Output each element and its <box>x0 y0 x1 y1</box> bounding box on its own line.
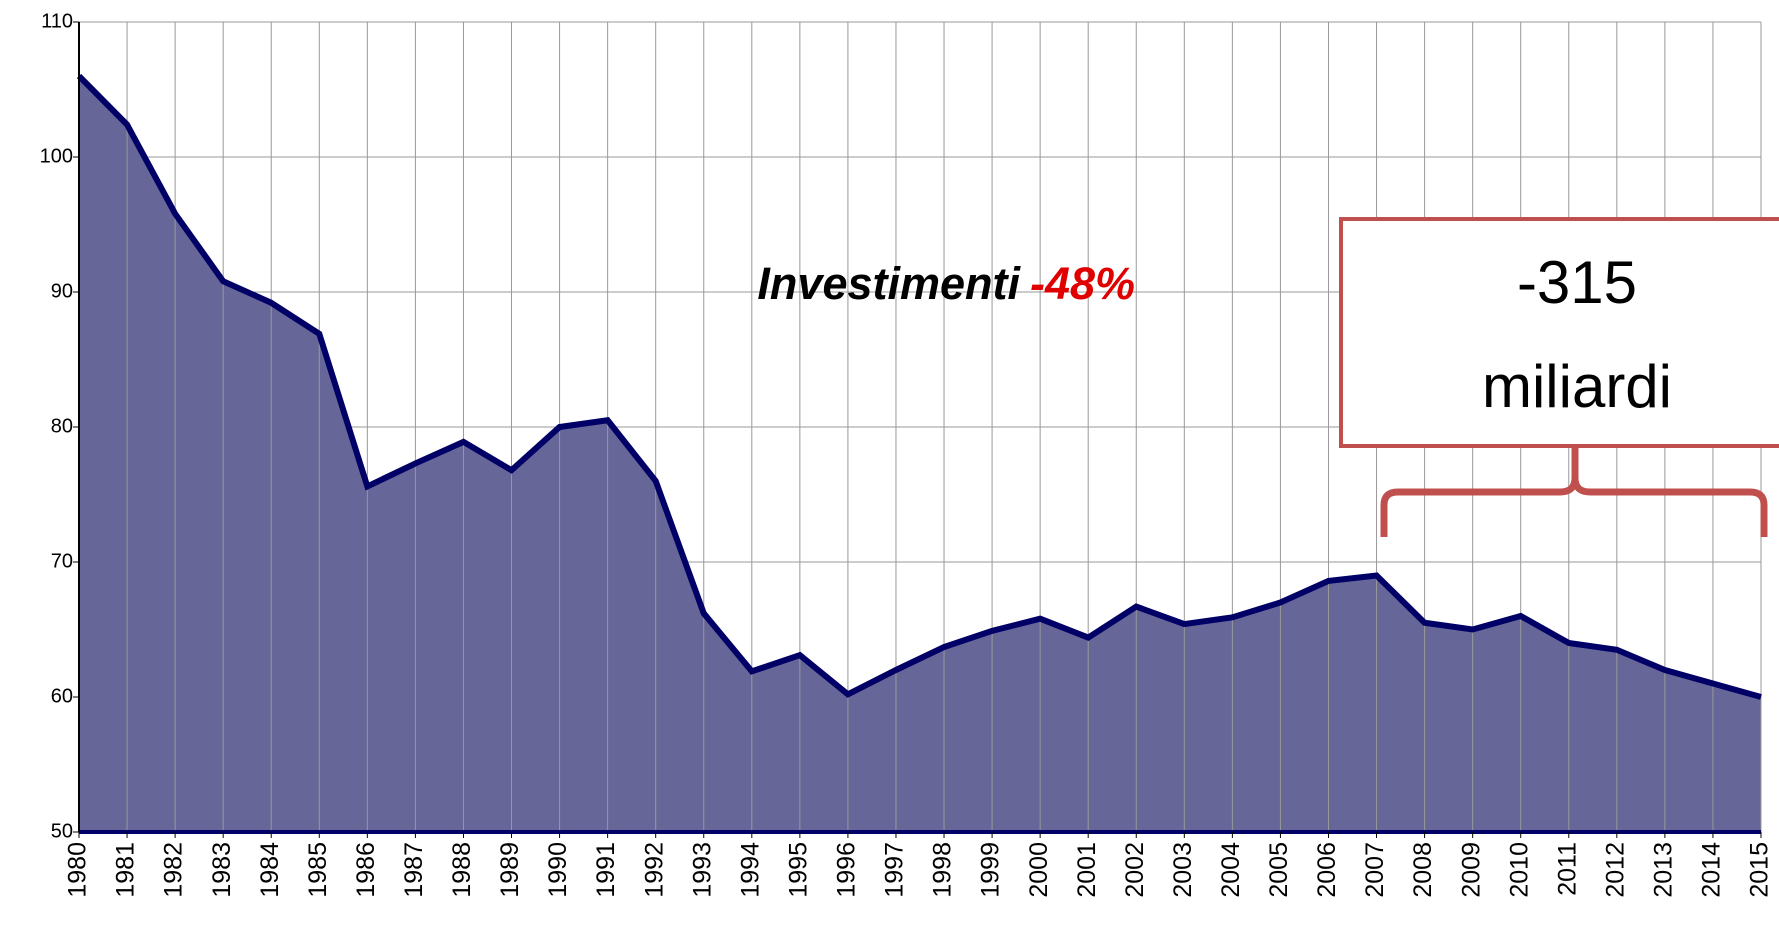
annotation-label: Investimenti <box>757 258 1021 309</box>
x-tick-label: 1993 <box>688 842 716 898</box>
x-tick-label: 2014 <box>1698 842 1726 898</box>
x-tick-label: 1994 <box>736 842 764 898</box>
y-tick-label: 110 <box>41 10 73 32</box>
y-tick-label: 70 <box>51 550 73 572</box>
x-tick-label: 1996 <box>833 842 861 898</box>
x-tick-label: 1995 <box>784 842 812 898</box>
x-tick-label: 1982 <box>160 842 188 898</box>
x-tick-label: 1997 <box>881 842 909 898</box>
line <box>76 73 1762 700</box>
callout-box <box>1339 217 1779 448</box>
x-tick-label: 1999 <box>977 842 1005 898</box>
x-tick-label: 1986 <box>352 842 380 898</box>
x-tick-label: 2010 <box>1505 842 1533 898</box>
y-tick-label: 80 <box>51 415 73 437</box>
x-tick-label: 1989 <box>496 842 524 898</box>
x-tick-label: 1988 <box>448 842 476 898</box>
x-tick-label: 1980 <box>64 842 92 898</box>
y-tick-label: 50 <box>51 820 73 842</box>
x-tick-label: 1998 <box>929 842 957 898</box>
callout-value: -315 <box>1517 249 1637 316</box>
x-tick-label: 2013 <box>1649 842 1677 898</box>
x-tick-label: 2003 <box>1169 842 1197 898</box>
x-tick-label: 2011 <box>1553 842 1581 896</box>
x-tick-label: 2015 <box>1746 842 1774 898</box>
x-tick-label: 2002 <box>1121 842 1149 898</box>
y-tick-label: 60 <box>51 685 73 707</box>
x-tick-label: 1981 <box>112 842 140 898</box>
x-tick-label: 2007 <box>1361 842 1389 898</box>
x-tick-label: 1992 <box>640 842 668 898</box>
x-tick-label: 1984 <box>256 842 284 898</box>
x-tick-label: 1991 <box>592 842 620 898</box>
x-tick-label: 1985 <box>304 842 332 898</box>
x-tick-label: 2009 <box>1457 842 1485 898</box>
x-tick-label: 2008 <box>1409 842 1437 898</box>
x-tick-label: 2004 <box>1217 842 1245 898</box>
annotation-change: -48% <box>1030 258 1135 309</box>
x-tick-label: 1983 <box>208 842 236 898</box>
x-tick-label: 2001 <box>1073 842 1101 898</box>
x-tick-label: 2000 <box>1025 842 1053 898</box>
area <box>79 76 1761 832</box>
bracket <box>1380 448 1768 537</box>
x-tick-label: 1990 <box>544 842 572 898</box>
x-tick-label: 2012 <box>1601 842 1629 898</box>
y-tick-label: 100 <box>40 145 73 167</box>
x-tick-label: 2006 <box>1313 842 1341 898</box>
y-tick-label: 90 <box>51 280 73 302</box>
callout-unit: miliardi <box>1482 353 1672 420</box>
x-tick-label: 2005 <box>1265 842 1293 898</box>
x-tick-label: 1987 <box>400 842 428 898</box>
